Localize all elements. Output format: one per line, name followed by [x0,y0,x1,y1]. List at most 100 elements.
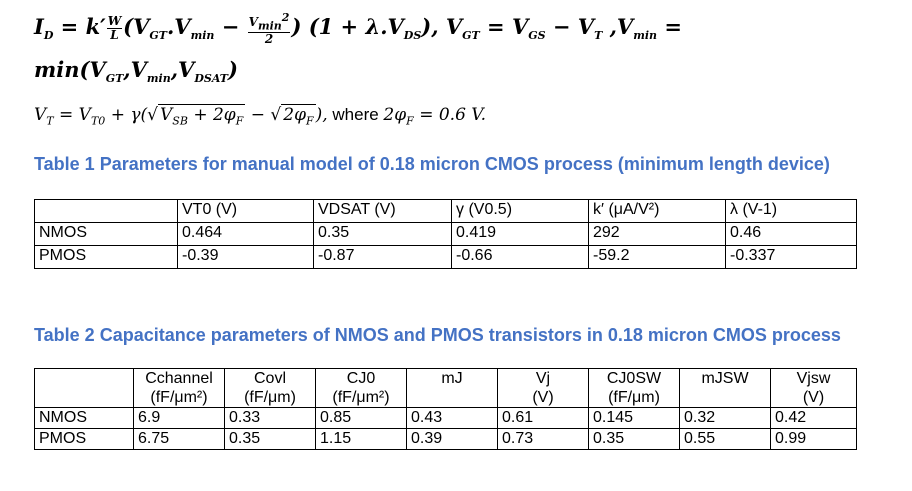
eq-l2-v: ,V [123,57,147,83]
eq2-sub-f2: F [305,114,314,128]
table-cell: 0.85 [315,407,407,429]
table-cell: 0.46 [725,222,857,246]
eq-minus: − [214,14,247,39]
header-unit: (V) [802,389,825,406]
eq-min-func: min(V [34,57,106,83]
eq2-close: ), [315,105,328,125]
table-cell: -0.66 [451,245,589,269]
table-cell: -59.2 [588,245,726,269]
eq-frac-vmin-num: Vmin2 [247,10,291,34]
eq-l2-sub-dsat: DSAT [194,72,228,86]
table-cell: -0.39 [177,245,314,269]
eq-lambda-term: ) (1 + λ.V [291,14,404,39]
table-row: NMOS 0.464 0.35 0.419 292 0.46 [34,222,857,246]
table-cell: 292 [588,222,726,246]
table-cell: VDSAT (V) [313,199,452,223]
header-unit: (V) [532,389,554,406]
table-cell: 0.43 [406,407,498,429]
header-top: CJ0SW [606,370,662,387]
table-cell: NMOS [34,222,178,246]
eq-frac-w: W [106,14,123,29]
eq2-sub-t: T [46,114,54,128]
header-top: mJSW [701,370,749,387]
table-cell: 0.39 [406,428,498,450]
table-cell: NMOS [34,407,134,429]
eq2-gamma: + γ( [105,105,148,125]
table2-caption: Table 2 Capacitance parameters of NMOS a… [34,325,841,345]
eq2-root1-sign: √ [147,105,159,125]
table-cell: γ (V0.5) [451,199,589,223]
eq-l2-v2: ,V [170,57,195,83]
eq-minus-v: − V [545,14,595,39]
table-cell: 0.32 [679,407,771,429]
table-cell: 6.9 [133,407,225,429]
table-header-cell: Cchannel (fF/μm²) [133,368,225,408]
eq-dot-v: .V [167,14,191,39]
eq-frac-vmin: Vmin2 2 [247,10,291,47]
eq-vmin-def: ,V [602,14,634,39]
eq-id-symbol: I [34,14,44,39]
equation-line-2: min(VGT,Vmin,VDSAT) [34,53,894,96]
table-cell: -0.87 [313,245,452,269]
table-cell: 0.35 [313,222,452,246]
table2-capacitance: Cchannel (fF/μm²) Covl (fF/μm) CJ0 (fF/μm²)… [34,368,857,450]
table-cell: 0.42 [770,407,857,429]
table-cell: 1.15 [315,428,407,450]
eq-sub-min: min [190,29,215,43]
table-cell: 0.35 [588,428,680,450]
table-cell: PMOS [34,245,178,269]
eq2-root1-v: V [160,105,173,125]
equation-line-1: ID = k′ W L (VGT.Vmin − Vmin2 2) (1 + λ.VDS)… [34,10,894,53]
table-cell: 0.73 [497,428,589,450]
eq2-root2-phi: 2φ [283,105,306,125]
eq-vgt-def: ), V [421,14,463,39]
eq-frac-sub-min: min [257,19,282,33]
eq-eq-v: = V [479,14,529,39]
table-cell [34,368,134,408]
eq2-root1-phi: + 2φ [187,105,236,125]
eq2-sub-f1: F [235,114,244,128]
table-cell: PMOS [34,428,134,450]
table-header-cell: CJ0 (fF/μm²) [315,368,407,408]
eq2-minus: − [245,105,271,125]
eq-frac-l: L [110,28,119,42]
table-cell: -0.337 [725,245,857,269]
eq-frac-sup-2: 2 [281,10,290,24]
header-unit: (fF/μm²) [150,389,208,406]
eq-sub-min-2: min [633,29,658,43]
eq2-eq: = V [53,105,91,125]
header-top: CJ0 [346,370,376,387]
table-row: PMOS -0.39 -0.87 -0.66 -59.2 -0.337 [34,245,857,269]
table-cell: 6.75 [133,428,225,450]
table-cell: 0.55 [679,428,771,450]
header-unit: (fF/μm) [244,389,296,406]
table-cell: 0.145 [588,407,680,429]
eq-equals: = [657,14,682,39]
eq2-root2-sign: √ [270,105,282,125]
eq-sub-ds: DS [403,29,422,43]
drain-current-equation: ID = k′ W L (VGT.Vmin − Vmin2 2) (1 + λ.VDS)… [34,10,894,96]
eq-sub-gt-2: GT [462,29,480,43]
eq2-where-phi: 2φ [383,105,407,125]
table-header-cell: Covl (fF/μm) [224,368,316,408]
header-top: Covl [253,370,286,387]
table-header-cell: Vj (V) [497,368,589,408]
table-header-cell: Vjsw (V) [770,368,857,408]
eq-sub-gs: GS [528,29,546,43]
eq-frac-two: 2 [264,32,274,47]
table-row: NMOS 6.9 0.33 0.85 0.43 0.61 0.145 0.32 … [34,407,857,429]
eq-l2-sub-gt: GT [105,72,124,86]
header-top: mJ [441,370,463,387]
eq-l2-sub-min: min [146,72,171,86]
eq2-sub-f3: F [406,114,414,128]
table-cell: 0.33 [224,407,316,429]
eq-l2-close: ) [227,57,238,83]
table-cell: λ (V-1) [725,199,857,223]
table-cell: 0.419 [451,222,589,246]
eq-sub-t: T [594,29,603,43]
header-top: Vjsw [796,370,831,387]
table-cell: VT0 (V) [177,199,314,223]
eq2-sub-sb: SB [172,114,188,128]
table-header-cell: mJ [406,368,498,408]
